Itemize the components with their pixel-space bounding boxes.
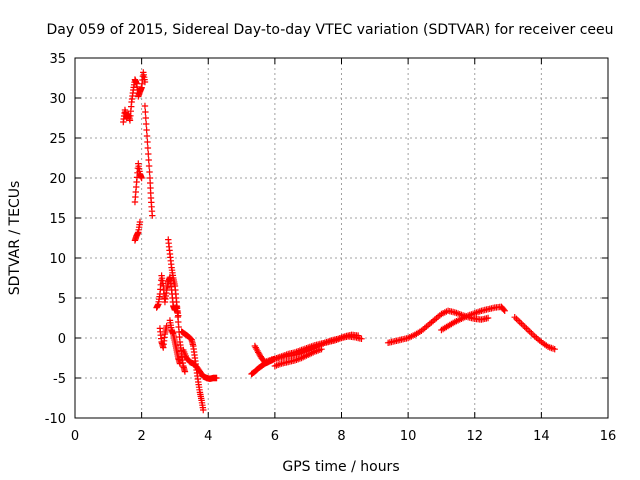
x-tick-labels: 0 2 4 6 8 10 12 14 16 (71, 429, 616, 444)
x-tick-label: 4 (204, 429, 212, 444)
data-point (500, 306, 508, 313)
data-point (143, 126, 150, 134)
data-point (141, 78, 149, 86)
data-point (145, 150, 152, 158)
x-tick-label: 10 (400, 429, 417, 444)
x-tick-label: 16 (600, 429, 617, 444)
data-point (142, 108, 149, 116)
data-point (145, 156, 152, 164)
y-tick-label: -10 (45, 412, 66, 427)
y-tick-label: 30 (49, 92, 66, 107)
x-tick-label: 12 (466, 429, 483, 444)
y-tick-label: 35 (49, 52, 66, 67)
data-point (138, 174, 145, 182)
data-point (551, 346, 558, 353)
y-tick-label: 0 (58, 332, 66, 347)
x-tick-label: 2 (137, 429, 145, 444)
y-tick-labels: -10 -5 0 5 10 15 20 25 30 35 (45, 52, 66, 427)
data-point (318, 346, 325, 353)
data-point (484, 314, 492, 322)
data-point (146, 168, 153, 176)
data-point (143, 120, 150, 128)
data-point (141, 102, 149, 110)
chart-title: Day 059 of 2015, Sidereal Day-to-day VTE… (46, 22, 613, 38)
y-axis-label: SDTVAR / TECUs (7, 181, 23, 296)
data-point (145, 162, 153, 170)
y-tick-label: 20 (49, 172, 66, 187)
data-point (144, 144, 152, 152)
axis-ticks (74, 57, 609, 419)
data-point (163, 322, 170, 330)
data-point (176, 360, 184, 367)
data-point (136, 218, 144, 226)
y-tick-label: 25 (49, 132, 66, 147)
x-tick-label: 0 (71, 429, 79, 444)
y-tick-label: 15 (49, 212, 66, 227)
x-tick-label: 6 (271, 429, 279, 444)
data-point (501, 307, 508, 314)
grid-lines (75, 58, 608, 418)
data-point (142, 114, 149, 122)
x-axis-label: GPS time / hours (282, 459, 399, 475)
x-tick-label: 14 (533, 429, 550, 444)
y-tick-label: 5 (58, 292, 66, 307)
data-point (358, 335, 365, 342)
data-point (200, 406, 207, 414)
data-point (213, 374, 220, 382)
data-point (149, 212, 156, 219)
data-point (144, 138, 151, 146)
x-tick-label: 8 (337, 429, 345, 444)
y-tick-label: -5 (53, 372, 66, 387)
y-tick-label: 10 (49, 252, 66, 267)
data-points (120, 69, 558, 414)
data-point (354, 332, 362, 339)
data-point (181, 368, 189, 375)
data-point (143, 132, 151, 140)
